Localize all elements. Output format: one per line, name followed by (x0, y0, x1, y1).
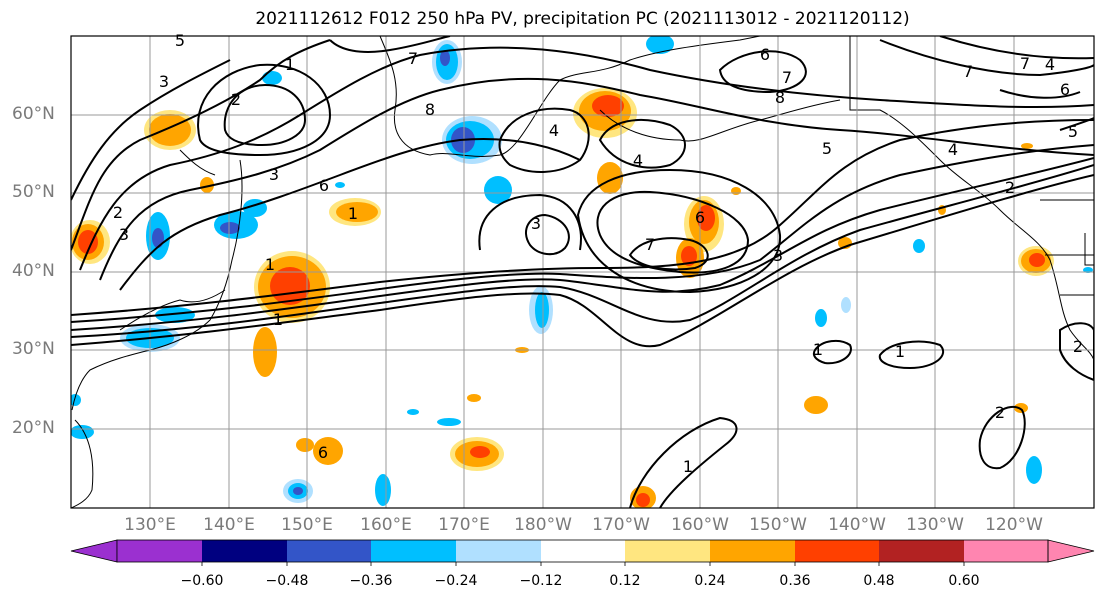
lat-label: 30°N (12, 339, 55, 359)
lon-label: 180°W (514, 515, 572, 535)
contour-label: 3 (269, 165, 279, 184)
colorbar-tick-label: −0.24 (434, 573, 478, 589)
contour-label: 5 (822, 139, 832, 158)
pv-contours (71, 36, 1094, 508)
contour-label: 8 (425, 100, 435, 119)
contour-label: 1 (895, 342, 905, 361)
contour-label: 3 (773, 246, 783, 265)
contour-label: 6 (760, 45, 770, 64)
contour-label: 4 (549, 121, 559, 140)
contour-label: 4 (1045, 55, 1055, 74)
colorbar-segment (371, 540, 456, 562)
lon-label: 130°W (906, 515, 964, 535)
contour-label: 1 (285, 55, 295, 74)
lon-label: 140°W (828, 515, 886, 535)
lon-label: 140°E (203, 515, 255, 535)
colorbar-tick-label: −0.12 (519, 573, 563, 589)
colorbar-segment (541, 540, 625, 562)
lat-label: 40°N (12, 261, 55, 281)
contour-label: 6 (318, 443, 328, 462)
graticule (71, 36, 1094, 508)
colorbar-segment (795, 540, 879, 562)
lat-label: 20°N (12, 418, 55, 438)
contour-label: 6 (319, 176, 329, 195)
contour-label: 5 (175, 31, 185, 50)
contour-label: 3 (531, 214, 541, 233)
lon-label: 120°W (985, 515, 1043, 535)
contour-label: 3 (159, 72, 169, 91)
contour-label: 7 (782, 68, 792, 87)
colorbar-segment (117, 540, 202, 562)
colorbar-tick-label: −0.48 (265, 573, 309, 589)
lon-label: 130°E (124, 515, 176, 535)
colorbar-segment (456, 540, 541, 562)
contour-label: 7 (963, 62, 973, 81)
colorbar-tick-label: −0.60 (180, 573, 224, 589)
colorbar-tick-label: −0.36 (349, 573, 393, 589)
contour-label: 5 (1068, 122, 1078, 141)
colorbar-tick-label: 0.24 (694, 573, 726, 589)
colorbar-segment (964, 540, 1048, 562)
lat-label: 50°N (12, 182, 55, 202)
colorbar-tick-label: 0.48 (863, 573, 895, 589)
lat-label: 60°N (12, 104, 55, 124)
colorbar-segment (202, 540, 287, 562)
contour-label: 1 (273, 310, 283, 329)
precip-positive-anomalies (71, 88, 1054, 508)
contour-label: 4 (948, 140, 958, 159)
colorbar-extend-low (70, 539, 118, 563)
contour-label: 1 (813, 340, 823, 359)
lon-label: 160°W (671, 515, 729, 535)
contour-label: 2 (231, 90, 241, 109)
contour-label: 2 (1073, 337, 1083, 356)
contour-label: 3 (119, 225, 129, 244)
map-title: 2021112612 F012 250 hPa PV, precipitatio… (255, 9, 910, 29)
colorbar-tick-label: 0.60 (948, 573, 980, 589)
colorbar-tick-label: 0.36 (779, 573, 811, 589)
lon-label: 160°E (360, 515, 412, 535)
contour-label: 1 (265, 255, 275, 274)
contour-label: 4 (633, 151, 643, 170)
contour-label: 8 (775, 88, 785, 107)
colorbar-segment (710, 540, 795, 562)
contour-label: 2 (1005, 178, 1015, 197)
contour-label: 7 (1020, 54, 1030, 73)
contour-label: 1 (348, 204, 358, 223)
colorbar-segment (287, 540, 371, 562)
contour-label: 6 (1060, 80, 1070, 99)
lon-label: 170°W (592, 515, 650, 535)
lon-label: 150°E (281, 515, 333, 535)
contour-label: 1 (683, 457, 693, 476)
lon-label: 150°W (749, 515, 807, 535)
contour-label: 7 (645, 235, 655, 254)
contour-label: 6 (695, 208, 705, 227)
colorbar-extend-high (1047, 539, 1095, 563)
colorbar-segment (625, 540, 710, 562)
colorbar-tick-label: 0.12 (609, 573, 641, 589)
coastlines (71, 36, 1094, 508)
lon-label: 170°E (438, 515, 490, 535)
contour-label: 7 (408, 49, 418, 68)
colorbar (70, 539, 1095, 566)
colorbar-segment (879, 540, 964, 562)
contour-labels: 5 3 1 2 7 8 6 7 8 4 5 4 6 3 2 3 6 7 3 1 … (113, 31, 1083, 476)
contour-label: 2 (995, 403, 1005, 422)
contour-label: 2 (113, 203, 123, 222)
